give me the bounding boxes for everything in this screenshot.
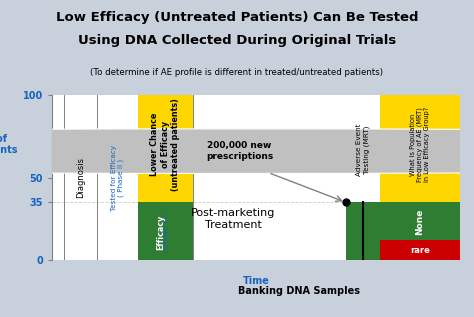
Bar: [380, 240, 460, 260]
Bar: [380, 202, 460, 240]
Text: 200,000 new
prescriptions: 200,000 new prescriptions: [206, 141, 273, 161]
FancyBboxPatch shape: [1, 129, 474, 173]
Text: (To determine if AE profile is different in treated/untreated patients): (To determine if AE profile is different…: [91, 68, 383, 77]
Bar: [346, 202, 380, 260]
Text: Adverse Event
Testing (MRT): Adverse Event Testing (MRT): [356, 123, 370, 176]
Text: Efficacy: Efficacy: [157, 214, 166, 249]
Text: Lower Chance
of Efficacy
(untreated patients): Lower Chance of Efficacy (untreated pati…: [150, 98, 180, 191]
Text: Banking DNA Samples: Banking DNA Samples: [238, 286, 360, 296]
Text: None: None: [416, 209, 425, 235]
Y-axis label: % of
Patients: % of Patients: [0, 134, 18, 155]
Text: What is Population
Frequency of AE (MRT)
in Low Efficacy Group?: What is Population Frequency of AE (MRT)…: [410, 107, 430, 182]
Bar: [138, 95, 193, 202]
Text: Diagnosis: Diagnosis: [76, 157, 85, 198]
Bar: [380, 95, 460, 202]
Text: Low Efficacy (Untreated Patients) Can Be Tested: Low Efficacy (Untreated Patients) Can Be…: [56, 11, 418, 24]
Text: Post-marketing
Treatment: Post-marketing Treatment: [191, 208, 276, 230]
Text: Time: Time: [243, 276, 269, 287]
Bar: [346, 95, 380, 202]
Text: Tested for Efficacy
( Phase II ): Tested for Efficacy ( Phase II ): [110, 145, 124, 210]
Text: ( Phase III ): ( Phase III ): [162, 212, 169, 252]
Text: Using DNA Collected During Original Trials: Using DNA Collected During Original Tria…: [78, 34, 396, 47]
Bar: [138, 202, 193, 260]
Text: rare: rare: [410, 246, 430, 256]
